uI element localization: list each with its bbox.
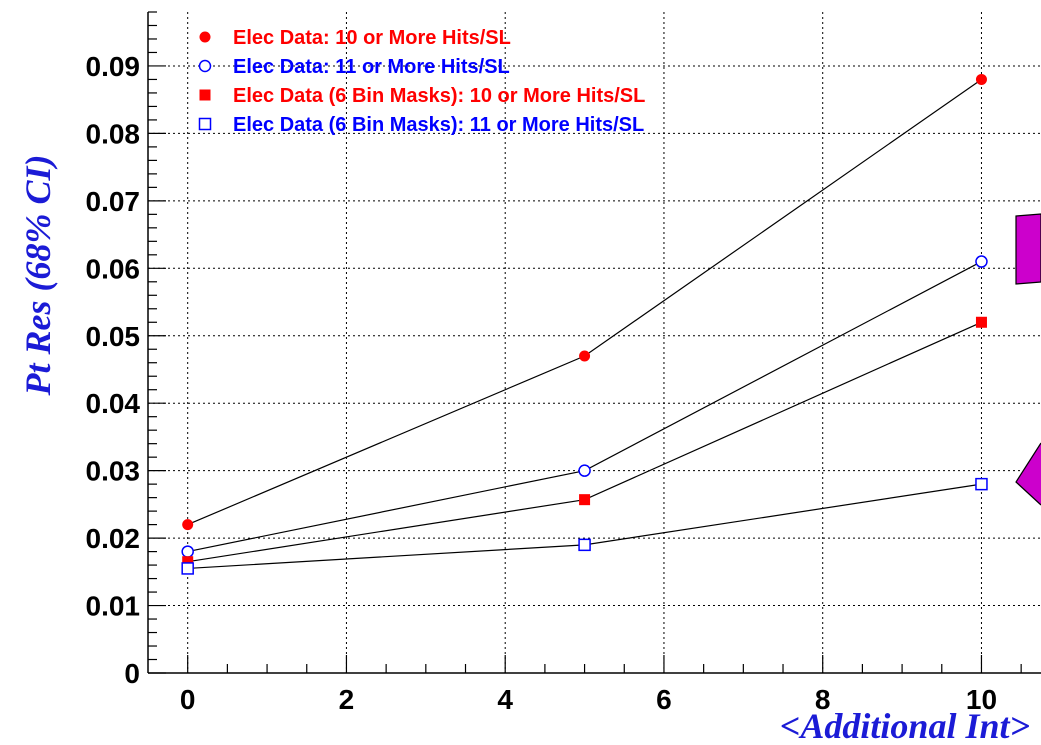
- y-tick-label: 0: [124, 658, 140, 689]
- data-point: [181, 562, 194, 575]
- tick-labels: 0 0.01 0.02 0.03 0.04 0.05 0.06 0.07 0.08 0.09 0 2 4…: [86, 51, 998, 715]
- y-tick-label: 0.02: [86, 523, 141, 554]
- data-point: [975, 73, 987, 85]
- grid: [148, 12, 1041, 673]
- x-axis-title: <Additional Int>: [780, 706, 1030, 745]
- data-point: [182, 519, 194, 531]
- legend-label-4: Elec Data (6 Bin Masks): 11 or More Hits…: [233, 114, 644, 136]
- magenta-arrow-shape: [1015, 442, 1041, 506]
- legend-marker-3: [199, 89, 211, 101]
- y-tick-label: 0.04: [86, 388, 141, 419]
- data-point: [975, 255, 988, 268]
- data-point: [181, 545, 194, 558]
- data-point: [578, 464, 591, 477]
- series-line-2: [187, 261, 982, 553]
- data-point: [578, 538, 591, 552]
- x-tick-label: 8: [815, 684, 831, 715]
- series-markers: [181, 73, 988, 575]
- legend-marker-2: [198, 59, 212, 73]
- x-tick-label: 4: [497, 684, 513, 715]
- y-tick-label: 0.05: [86, 321, 141, 352]
- legend-marker-1: [199, 31, 211, 43]
- data-point: [975, 477, 988, 491]
- legend-label-1: Elec Data: 10 or More Hits/SL: [233, 27, 511, 49]
- data-point: [579, 350, 591, 362]
- x-tick-label: 2: [339, 684, 355, 715]
- tick-marks: [148, 11, 1022, 674]
- series-line-1: [187, 78, 982, 526]
- legend-label-2: Elec Data: 11 or More Hits/SL: [233, 56, 510, 78]
- x-tick-label: 10: [966, 684, 997, 715]
- x-tick-label: 6: [656, 684, 672, 715]
- y-tick-label: 0.01: [86, 591, 141, 622]
- y-tick-label: 0.06: [86, 253, 141, 284]
- decorations: [1015, 213, 1041, 506]
- data-point: [579, 494, 591, 506]
- y-tick-label: 0.08: [86, 118, 141, 149]
- magenta-box-shape: [1015, 213, 1041, 285]
- y-tick-label: 0.03: [86, 456, 141, 487]
- legend-marker-4: [198, 117, 212, 131]
- x-tick-label: 0: [180, 684, 196, 715]
- y-tick-label: 0.09: [86, 51, 141, 82]
- y-tick-label: 0.07: [86, 186, 141, 217]
- legend-label-3: Elec Data (6 Bin Masks): 10 or More Hits…: [233, 85, 645, 107]
- data-point: [975, 316, 987, 328]
- data-point: [182, 556, 194, 568]
- legend: Elec Data: 10 or More Hits/SL Elec Data: …: [198, 27, 645, 136]
- axes: [147, 12, 1041, 674]
- y-axis-title: Pt Res (68% CI): [18, 155, 58, 397]
